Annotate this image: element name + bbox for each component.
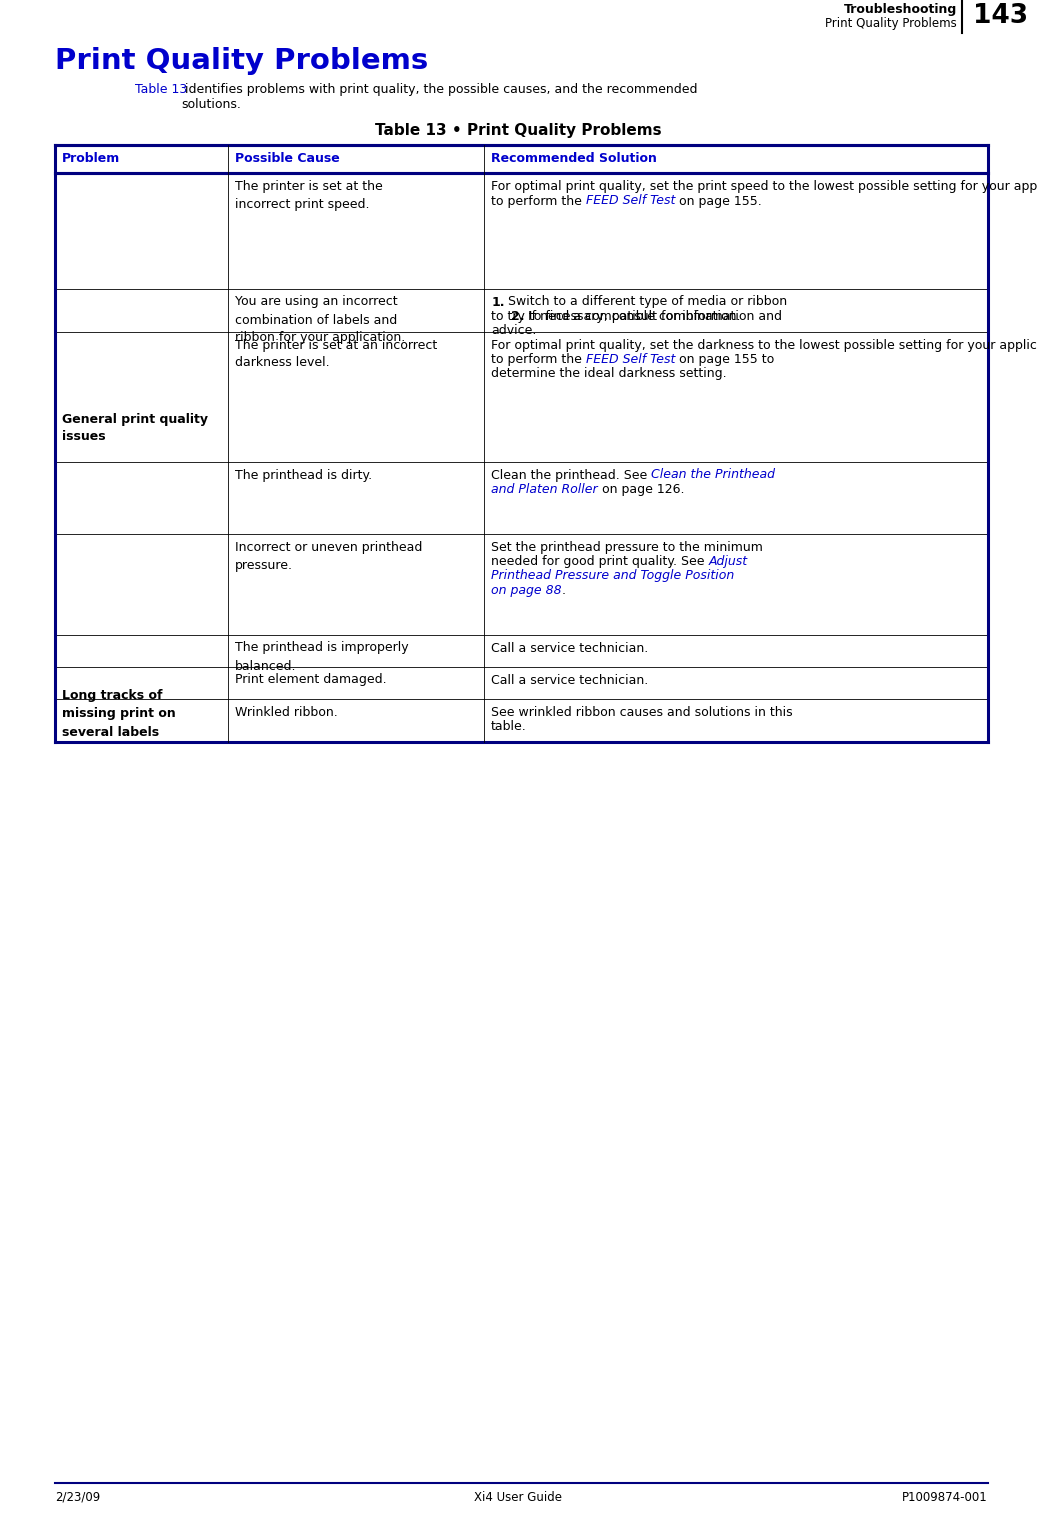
Text: General print quality
issues: General print quality issues xyxy=(62,413,208,443)
Text: For optimal print quality, set the darkness to the lowest possible setting for y: For optimal print quality, set the darkn… xyxy=(492,339,1037,351)
Text: needed for good print quality. See: needed for good print quality. See xyxy=(492,555,708,567)
Text: Wrinkled ribbon.: Wrinkled ribbon. xyxy=(234,705,337,719)
Text: The printer is set at an incorrect
darkness level.: The printer is set at an incorrect darkn… xyxy=(234,339,437,369)
Text: Troubleshooting: Troubleshooting xyxy=(844,3,957,17)
Text: Table 13: Table 13 xyxy=(135,83,188,95)
Text: Clean the printhead. See: Clean the printhead. See xyxy=(492,469,651,481)
Text: Call a service technician.: Call a service technician. xyxy=(492,642,648,655)
Text: See wrinkled ribbon causes and solutions in this: See wrinkled ribbon causes and solutions… xyxy=(492,705,793,719)
Text: Long tracks of
missing print on
several labels: Long tracks of missing print on several … xyxy=(62,690,175,738)
Text: Switch to a different type of media or ribbon: Switch to a different type of media or r… xyxy=(508,295,787,309)
Text: P1009874-001: P1009874-001 xyxy=(902,1490,988,1504)
Text: FEED Self Test: FEED Self Test xyxy=(586,195,675,207)
Text: The printer is set at the
incorrect print speed.: The printer is set at the incorrect prin… xyxy=(234,180,383,210)
Text: Print element damaged.: Print element damaged. xyxy=(234,673,386,687)
Text: If necessary, consult for information and: If necessary, consult for information an… xyxy=(528,310,782,322)
Text: .: . xyxy=(562,584,566,598)
Text: 2.: 2. xyxy=(511,310,525,322)
Text: to perform the: to perform the xyxy=(492,353,586,366)
Text: Adjust: Adjust xyxy=(708,555,748,567)
Text: table.: table. xyxy=(492,720,527,732)
Text: Clean the Printhead: Clean the Printhead xyxy=(651,469,776,481)
Text: identifies problems with print quality, the possible causes, and the recommended: identifies problems with print quality, … xyxy=(181,83,698,110)
Text: Print Quality Problems: Print Quality Problems xyxy=(825,17,957,30)
Text: Recommended Solution: Recommended Solution xyxy=(492,151,657,165)
Text: on page 155.: on page 155. xyxy=(675,195,762,207)
Text: Call a service technician.: Call a service technician. xyxy=(492,673,648,687)
Text: FEED Self Test: FEED Self Test xyxy=(586,353,675,366)
Text: 1.: 1. xyxy=(492,295,505,309)
Text: 143: 143 xyxy=(973,3,1028,29)
Text: Possible Cause: Possible Cause xyxy=(234,151,339,165)
Text: and Platen Roller: and Platen Roller xyxy=(492,483,597,496)
Text: Problem: Problem xyxy=(62,151,120,165)
Text: Print Quality Problems: Print Quality Problems xyxy=(55,47,428,76)
Text: 2/23/09: 2/23/09 xyxy=(55,1490,101,1504)
Text: to try to find a compatible combination.: to try to find a compatible combination. xyxy=(492,310,740,322)
Text: Printhead Pressure and Toggle Position: Printhead Pressure and Toggle Position xyxy=(492,569,734,583)
Text: on page 126.: on page 126. xyxy=(597,483,684,496)
Text: Xi4 User Guide: Xi4 User Guide xyxy=(474,1490,562,1504)
Text: on page 155 to: on page 155 to xyxy=(675,353,775,366)
Text: You are using an incorrect
combination of labels and
ribbon for your application: You are using an incorrect combination o… xyxy=(234,295,404,345)
Text: on page 88: on page 88 xyxy=(492,584,562,598)
Text: The printhead is improperly
balanced.: The printhead is improperly balanced. xyxy=(234,642,409,672)
Text: Table 13 • Print Quality Problems: Table 13 • Print Quality Problems xyxy=(374,123,662,138)
Text: determine the ideal darkness setting.: determine the ideal darkness setting. xyxy=(492,368,727,380)
Text: advice.: advice. xyxy=(492,324,536,337)
Text: The printhead is dirty.: The printhead is dirty. xyxy=(234,469,371,481)
Text: Set the printhead pressure to the minimum: Set the printhead pressure to the minimu… xyxy=(492,540,763,554)
Text: For optimal print quality, set the print speed to the lowest possible setting fo: For optimal print quality, set the print… xyxy=(492,180,1037,194)
Text: Incorrect or uneven printhead
pressure.: Incorrect or uneven printhead pressure. xyxy=(234,540,422,572)
Text: to perform the: to perform the xyxy=(492,195,586,207)
